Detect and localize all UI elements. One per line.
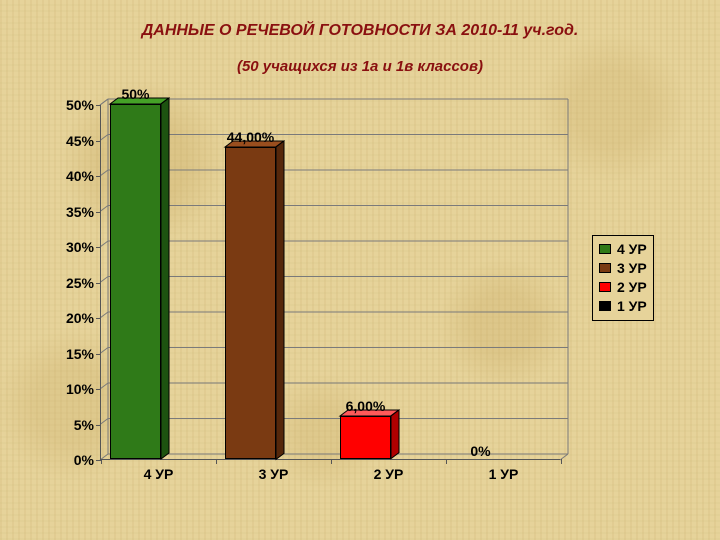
bar-chart: 0%5%10%15%20%25%30%35%40%45%50%50%4 УР44… bbox=[100, 105, 560, 460]
bar: 6,00% bbox=[340, 416, 391, 459]
chart-subtitle: (50 учащихся из 1а и 1в классов) bbox=[0, 58, 720, 75]
y-tick-label: 25% bbox=[66, 275, 101, 291]
x-tick-label: 1 УР bbox=[489, 459, 519, 482]
bar: 44,00% bbox=[225, 147, 276, 459]
plot-area: 0%5%10%15%20%25%30%35%40%45%50%50%4 УР44… bbox=[100, 105, 560, 460]
x-tick bbox=[446, 459, 447, 464]
y-tick-label: 0% bbox=[74, 452, 101, 468]
y-tick-label: 40% bbox=[66, 168, 101, 184]
bar: 50% bbox=[110, 104, 161, 459]
x-tick bbox=[561, 459, 562, 464]
legend-item: 4 УР bbox=[599, 240, 647, 259]
x-tick bbox=[216, 459, 217, 464]
y-tick-label: 10% bbox=[66, 381, 101, 397]
legend-item: 2 УР bbox=[599, 278, 647, 297]
legend-swatch bbox=[599, 244, 611, 254]
legend: 4 УР3 УР2 УР1 УР bbox=[592, 235, 654, 321]
y-tick-label: 15% bbox=[66, 346, 101, 362]
legend-label: 1 УР bbox=[617, 297, 647, 316]
legend-item: 1 УР bbox=[599, 297, 647, 316]
legend-label: 3 УР bbox=[617, 259, 647, 278]
legend-item: 3 УР bbox=[599, 259, 647, 278]
y-tick-label: 35% bbox=[66, 204, 101, 220]
x-tick-label: 3 УР bbox=[259, 459, 289, 482]
x-tick-label: 2 УР bbox=[374, 459, 404, 482]
legend-label: 2 УР bbox=[617, 278, 647, 297]
y-tick-label: 50% bbox=[66, 97, 101, 113]
x-tick bbox=[331, 459, 332, 464]
legend-swatch bbox=[599, 301, 611, 311]
bar-value-label: 0% bbox=[470, 443, 490, 459]
x-tick bbox=[101, 459, 102, 464]
y-tick-label: 5% bbox=[74, 417, 101, 433]
bar-value-label: 44,00% bbox=[227, 129, 274, 145]
bar-value-label: 50% bbox=[121, 86, 149, 102]
x-tick-label: 4 УР bbox=[144, 459, 174, 482]
legend-swatch bbox=[599, 282, 611, 292]
legend-swatch bbox=[599, 263, 611, 273]
chart-title: ДАННЫЕ О РЕЧЕВОЙ ГОТОВНОСТИ ЗА 2010-11 у… bbox=[0, 22, 720, 40]
y-tick-label: 20% bbox=[66, 310, 101, 326]
y-tick-label: 45% bbox=[66, 133, 101, 149]
y-tick-label: 30% bbox=[66, 239, 101, 255]
bar-value-label: 6,00% bbox=[346, 398, 386, 414]
legend-label: 4 УР bbox=[617, 240, 647, 259]
